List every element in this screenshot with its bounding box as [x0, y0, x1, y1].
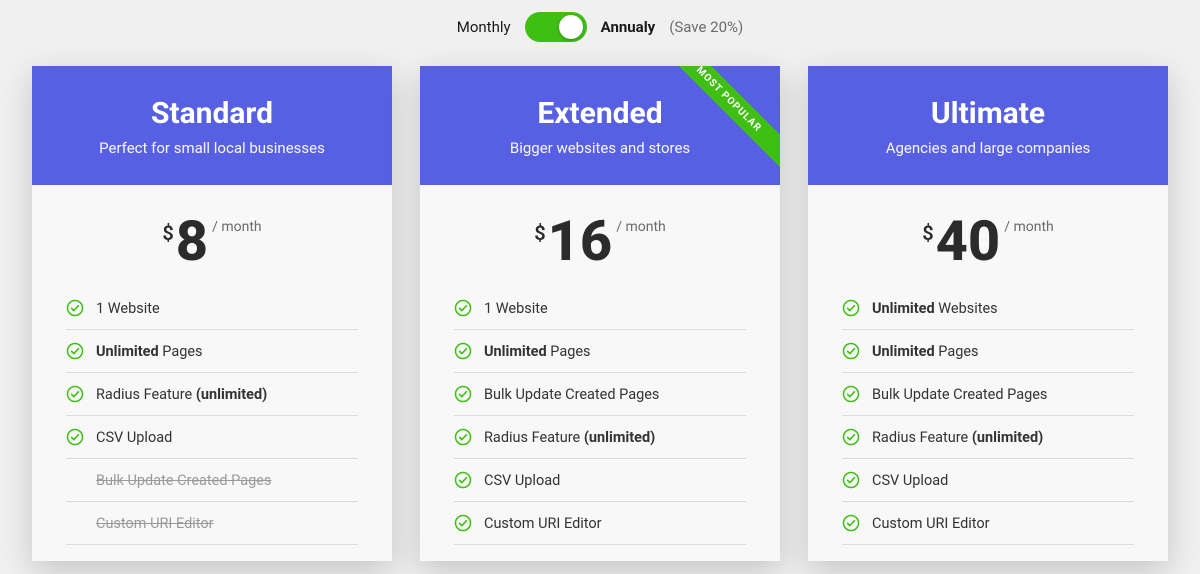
- price-amount: 16: [548, 208, 613, 274]
- check-icon: [842, 514, 860, 532]
- feature-list: 1 Website Unlimited Pages Bulk Update Cr…: [420, 287, 780, 561]
- pricing-card: Standard Perfect for small local busines…: [32, 66, 392, 561]
- check-icon: [66, 428, 84, 446]
- pricing-card: Ultimate Agencies and large companies $4…: [808, 66, 1168, 561]
- plan-name: Ultimate: [828, 96, 1148, 131]
- feature-item: Custom URI Editor: [842, 502, 1134, 545]
- plan-price: $40/ month: [808, 185, 1168, 287]
- plan-name: Extended: [440, 96, 760, 131]
- plan-tagline: Agencies and large companies: [828, 139, 1148, 157]
- price-amount: 8: [176, 208, 208, 274]
- feature-item: 1 Website: [66, 287, 358, 330]
- feature-item: 1 Website: [454, 287, 746, 330]
- feature-item: Bulk Update Created Pages: [66, 459, 358, 502]
- feature-text: 1 Website: [484, 300, 548, 317]
- feature-item: Radius Feature (unlimited): [66, 373, 358, 416]
- annually-label: Annualy: [601, 18, 656, 36]
- check-icon: [454, 342, 472, 360]
- feature-item: CSV Upload: [454, 459, 746, 502]
- feature-text: Bulk Update Created Pages: [484, 386, 659, 403]
- card-header: Standard Perfect for small local busines…: [32, 66, 392, 185]
- feature-item: Unlimited Pages: [842, 330, 1134, 373]
- check-icon: [842, 428, 860, 446]
- check-icon: [842, 342, 860, 360]
- feature-text: Unlimited Pages: [96, 343, 203, 360]
- feature-text: Unlimited Pages: [484, 343, 591, 360]
- card-header: Extended Bigger websites and stores MOST…: [420, 66, 780, 185]
- check-icon: [454, 471, 472, 489]
- feature-item: Radius Feature (unlimited): [842, 416, 1134, 459]
- check-icon: [842, 299, 860, 317]
- feature-text: 1 Website: [96, 300, 160, 317]
- price-period: / month: [616, 219, 666, 235]
- feature-text: Bulk Update Created Pages: [96, 472, 271, 489]
- card-header: Ultimate Agencies and large companies: [808, 66, 1168, 185]
- feature-item: Unlimited Pages: [454, 330, 746, 373]
- feature-text: Radius Feature (unlimited): [96, 386, 267, 403]
- check-icon: [842, 385, 860, 403]
- pricing-card: Extended Bigger websites and stores MOST…: [420, 66, 780, 561]
- feature-item: Unlimited Websites: [842, 287, 1134, 330]
- feature-item: CSV Upload: [66, 416, 358, 459]
- feature-text: Radius Feature (unlimited): [872, 429, 1043, 446]
- plan-tagline: Bigger websites and stores: [440, 139, 760, 157]
- price-amount: 40: [936, 208, 1001, 274]
- price-period: / month: [212, 219, 262, 235]
- billing-toggle[interactable]: [525, 12, 587, 42]
- save-label: (Save 20%): [669, 18, 743, 36]
- check-icon: [66, 342, 84, 360]
- plan-price: $8/ month: [32, 185, 392, 287]
- feature-text: CSV Upload: [872, 472, 948, 489]
- feature-item: Unlimited Pages: [66, 330, 358, 373]
- feature-item: Radius Feature (unlimited): [454, 416, 746, 459]
- feature-text: Unlimited Pages: [872, 343, 979, 360]
- feature-text: Radius Feature (unlimited): [484, 429, 655, 446]
- feature-text: Custom URI Editor: [484, 515, 602, 532]
- feature-item: CSV Upload: [842, 459, 1134, 502]
- plan-tagline: Perfect for small local businesses: [52, 139, 372, 157]
- feature-text: CSV Upload: [484, 472, 560, 489]
- feature-item: Custom URI Editor: [454, 502, 746, 545]
- feature-text: CSV Upload: [96, 429, 172, 446]
- check-icon: [454, 428, 472, 446]
- price-currency: $: [922, 221, 933, 245]
- feature-text: Bulk Update Created Pages: [872, 386, 1047, 403]
- check-icon: [66, 385, 84, 403]
- feature-item: Bulk Update Created Pages: [842, 373, 1134, 416]
- price-currency: $: [534, 221, 545, 245]
- feature-text: Custom URI Editor: [872, 515, 990, 532]
- plan-price: $16/ month: [420, 185, 780, 287]
- feature-list: 1 Website Unlimited Pages Radius Feature…: [32, 287, 392, 561]
- monthly-label: Monthly: [457, 18, 511, 36]
- check-icon: [454, 514, 472, 532]
- check-icon: [842, 471, 860, 489]
- price-period: / month: [1004, 219, 1054, 235]
- feature-list: Unlimited Websites Unlimited Pages Bulk …: [808, 287, 1168, 561]
- billing-toggle-row: Monthly Annualy (Save 20%): [0, 0, 1200, 66]
- price-currency: $: [162, 221, 173, 245]
- pricing-plans: Standard Perfect for small local busines…: [0, 66, 1200, 561]
- check-icon: [454, 385, 472, 403]
- feature-text: Custom URI Editor: [96, 515, 214, 532]
- feature-item: Bulk Update Created Pages: [454, 373, 746, 416]
- feature-item: Custom URI Editor: [66, 502, 358, 545]
- feature-text: Unlimited Websites: [872, 300, 998, 317]
- check-icon: [454, 299, 472, 317]
- plan-name: Standard: [52, 96, 372, 131]
- check-icon: [66, 299, 84, 317]
- toggle-knob: [559, 15, 583, 39]
